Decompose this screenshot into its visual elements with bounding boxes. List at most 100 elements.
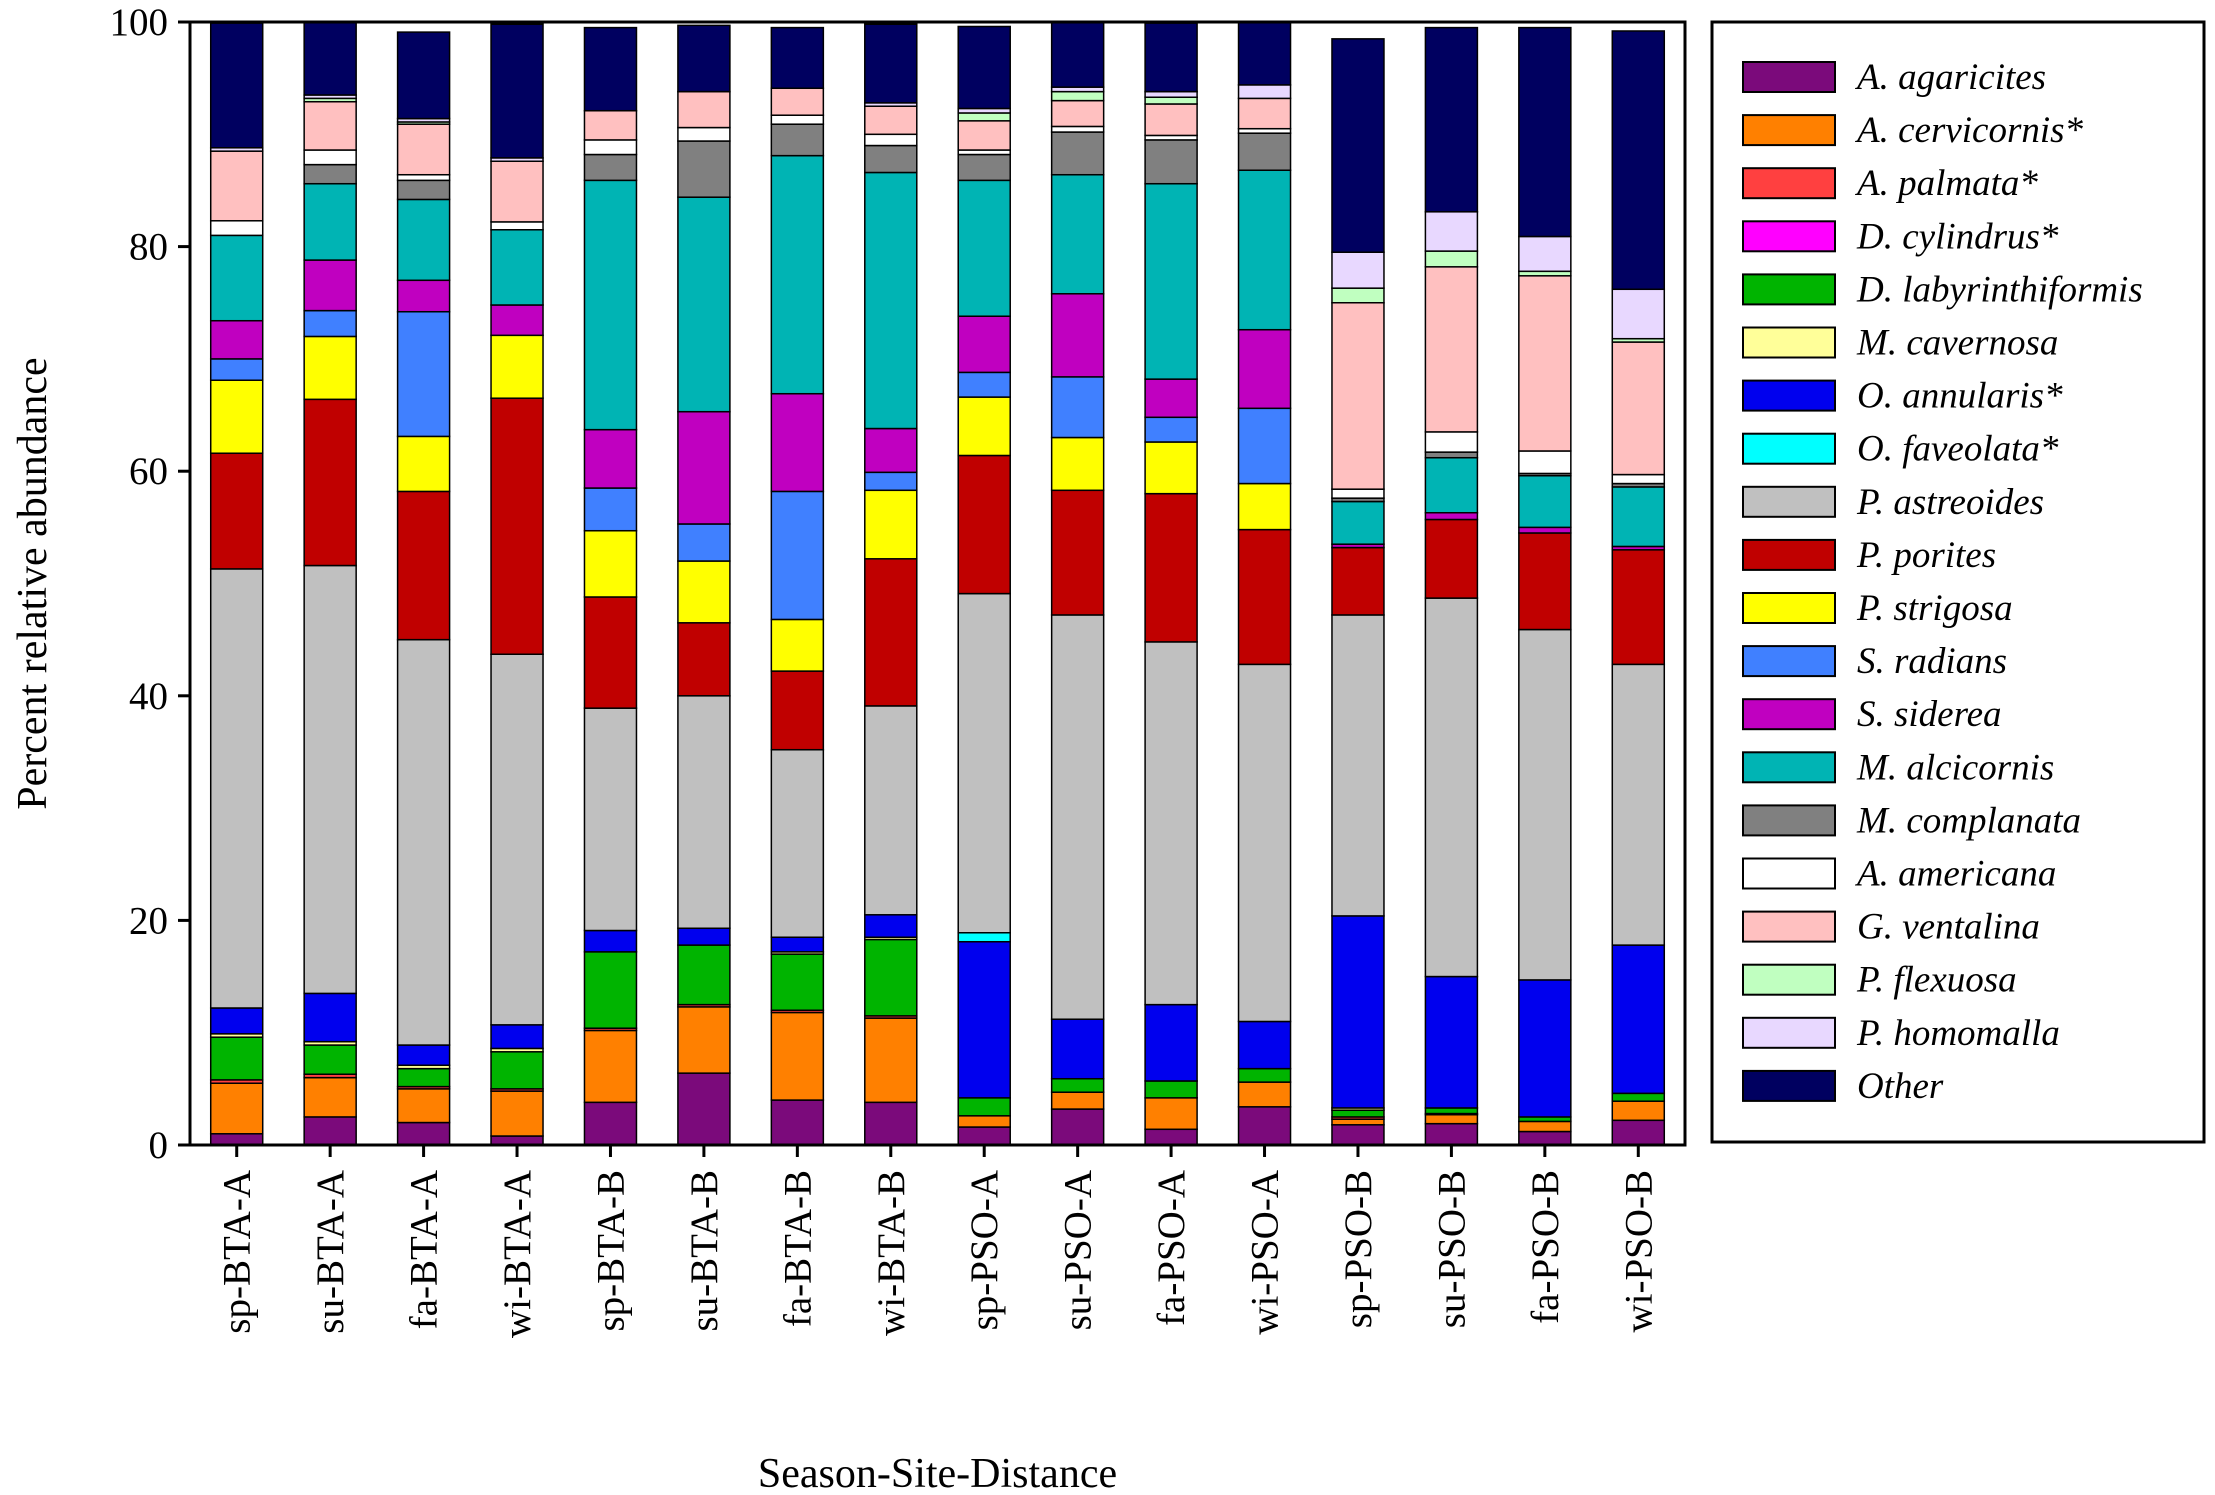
legend-item-m-alcicornis: M. alcicornis [1742, 747, 2054, 788]
bar-segment-p-porites-fa-bta-b [770, 670, 825, 751]
bar-segment-g-ventalina-sp-pso-b [1331, 302, 1385, 490]
bar-segment-d-labyrinthiformis-fa-bta-b [770, 953, 825, 1011]
bar-segment-m-complanata-wi-bta-b [864, 144, 918, 174]
bar-stack-wi-pso-b [1611, 30, 1666, 1146]
bar-segment-s-siderea-wi-pso-a [1237, 328, 1292, 410]
bar-segment-a-americana-wi-bta-b [864, 133, 918, 147]
legend-swatch [1742, 645, 1836, 678]
bar-segment-p-porites-sp-bta-b [583, 596, 638, 709]
x-tick-label-fa-bta-b: fa-BTA-B [776, 1170, 819, 1327]
bar-segment-p-strigosa-wi-bta-a [490, 334, 544, 399]
bar-segment-o-annularis-su-bta-b [677, 927, 731, 946]
bar-segment-a-cervicornis-fa-pso-a [1144, 1097, 1198, 1131]
bar-segment-a-agaricites-sp-bta-a [209, 1133, 264, 1146]
bar-segment-p-astreoides-su-pso-b [1424, 597, 1479, 978]
bar-stack-fa-bta-a [396, 31, 451, 1146]
bar-segment-p-flexuosa-sp-pso-b [1331, 287, 1385, 304]
bar-segment-other-su-bta-b [677, 24, 731, 93]
bar-segment-a-agaricites-su-bta-a [303, 1116, 357, 1146]
legend-swatch [1742, 857, 1836, 890]
legend-item-d-cylindrus: D. cylindrus* [1742, 216, 2059, 257]
bar-segment-other-sp-pso-a [957, 25, 1011, 110]
bar-segment-p-astreoides-fa-bta-a [396, 638, 451, 1046]
x-tick-label-wi-bta-b: wi-BTA-B [870, 1170, 913, 1336]
bar-segment-g-ventalina-sp-bta-b [583, 109, 638, 141]
bar-segment-g-ventalina-fa-bta-b [770, 87, 825, 116]
legend-label: P. porites [1856, 535, 1996, 576]
bar-segment-a-americana-sp-bta-b [583, 139, 638, 156]
legend-item-p-porites: P. porites [1742, 535, 1996, 576]
legend-item-a-cervicornis: A. cervicornis* [1742, 110, 2084, 151]
bar-segment-m-alcicornis-su-bta-a [303, 182, 357, 261]
bar-stack-wi-bta-a [490, 23, 544, 1146]
bar-segment-other-wi-bta-a [490, 23, 544, 159]
bar-segment-p-porites-su-bta-b [677, 622, 731, 697]
legend-label: S. siderea [1857, 694, 2002, 735]
bar-stack-su-bta-a [303, 21, 357, 1146]
bar-segment-m-alcicornis-sp-pso-b [1331, 500, 1385, 545]
bar-segment-o-annularis-fa-bta-a [396, 1044, 451, 1067]
y-tick-label: 0 [149, 1124, 169, 1167]
bar-segment-m-complanata-sp-bta-b [583, 153, 638, 182]
bar-segment-a-cervicornis-sp-pso-b [1331, 1118, 1385, 1126]
bar-segment-a-agaricites-su-pso-a [1050, 1108, 1105, 1146]
bar-segment-p-astreoides-sp-pso-a [957, 592, 1011, 934]
bar-segment-p-porites-wi-bta-a [490, 397, 544, 655]
legend-label: A. palmata* [1854, 163, 2038, 204]
legend-item-o-faveolata: O. faveolata* [1742, 429, 2059, 470]
bar-segment-o-annularis-wi-bta-a [490, 1024, 544, 1050]
legend-item-other: Other [1742, 1066, 1944, 1107]
bar-segment-other-fa-bta-a [396, 31, 451, 120]
bar-segment-g-ventalina-su-bta-a [303, 100, 357, 151]
legend-label: O. annularis* [1857, 376, 2063, 417]
bar-segment-s-siderea-fa-bta-b [770, 392, 825, 493]
legend-item-a-americana: A. americana [1742, 854, 2056, 895]
bar-segment-p-strigosa-sp-bta-a [209, 379, 264, 454]
bar-segment-g-ventalina-sp-bta-a [209, 150, 264, 222]
bar-segment-a-americana-wi-bta-a [490, 221, 544, 231]
bar-segment-a-cervicornis-su-pso-a [1050, 1091, 1105, 1110]
bar-segment-a-agaricites-wi-bta-b [864, 1101, 918, 1146]
bar-segment-s-siderea-wi-bta-a [490, 304, 544, 337]
bar-segment-g-ventalina-wi-bta-a [490, 160, 544, 223]
bar-segment-p-astreoides-fa-bta-b [770, 748, 825, 938]
bar-segment-p-astreoides-sp-bta-b [583, 707, 638, 932]
bar-segment-p-strigosa-fa-bta-b [770, 618, 825, 672]
bar-segment-a-agaricites-sp-pso-a [957, 1126, 1011, 1146]
legend-label: P. flexuosa [1856, 960, 2017, 1001]
bar-segment-g-ventalina-wi-pso-b [1611, 341, 1666, 476]
bar-segment-other-sp-pso-b [1331, 38, 1385, 253]
bar-segment-d-labyrinthiformis-sp-bta-a [209, 1036, 264, 1081]
bar-segment-d-labyrinthiformis-wi-bta-a [490, 1051, 544, 1090]
legend-label: A. cervicornis* [1854, 110, 2084, 151]
bar-segment-s-radians-sp-bta-b [583, 487, 638, 532]
legend-label: P. strigosa [1856, 588, 2013, 629]
bar-stack-su-pso-b [1424, 26, 1479, 1146]
bar-segment-m-alcicornis-fa-pso-b [1518, 474, 1572, 529]
bar-segment-a-americana-su-bta-b [677, 126, 731, 142]
legend-swatch [1742, 751, 1836, 784]
legend-swatch [1742, 963, 1836, 996]
bar-segment-a-americana-su-pso-b [1424, 431, 1479, 453]
legend-swatch [1742, 538, 1836, 571]
bar-segment-m-alcicornis-sp-bta-a [209, 234, 264, 322]
bar-segment-o-annularis-sp-pso-b [1331, 915, 1385, 1109]
legend-item-a-agaricites: A. agaricites [1742, 57, 2046, 98]
bar-segment-o-annularis-wi-pso-a [1237, 1020, 1292, 1070]
bar-segment-o-annularis-fa-pso-b [1518, 979, 1572, 1118]
bar-segment-p-strigosa-wi-bta-b [864, 489, 918, 560]
bar-segment-a-agaricites-fa-pso-b [1518, 1130, 1572, 1146]
bar-segment-m-complanata-wi-pso-a [1237, 132, 1292, 171]
legend-label: D. cylindrus* [1856, 216, 2059, 257]
bar-segment-d-labyrinthiformis-su-bta-b [677, 944, 731, 1006]
legend-item-m-cavernosa: M. cavernosa [1742, 323, 2058, 364]
bar-segment-s-radians-su-pso-a [1050, 376, 1105, 439]
bar-segment-a-agaricites-fa-bta-a [396, 1121, 451, 1146]
bar-segment-a-cervicornis-sp-bta-b [583, 1029, 638, 1104]
bar-stack-su-pso-a [1050, 21, 1105, 1146]
bar-segment-g-ventalina-sp-pso-a [957, 120, 1011, 151]
bar-segment-p-strigosa-sp-pso-a [957, 396, 1011, 457]
bar-segment-p-porites-fa-pso-b [1518, 532, 1572, 631]
legend-label: A. agaricites [1854, 57, 2046, 98]
